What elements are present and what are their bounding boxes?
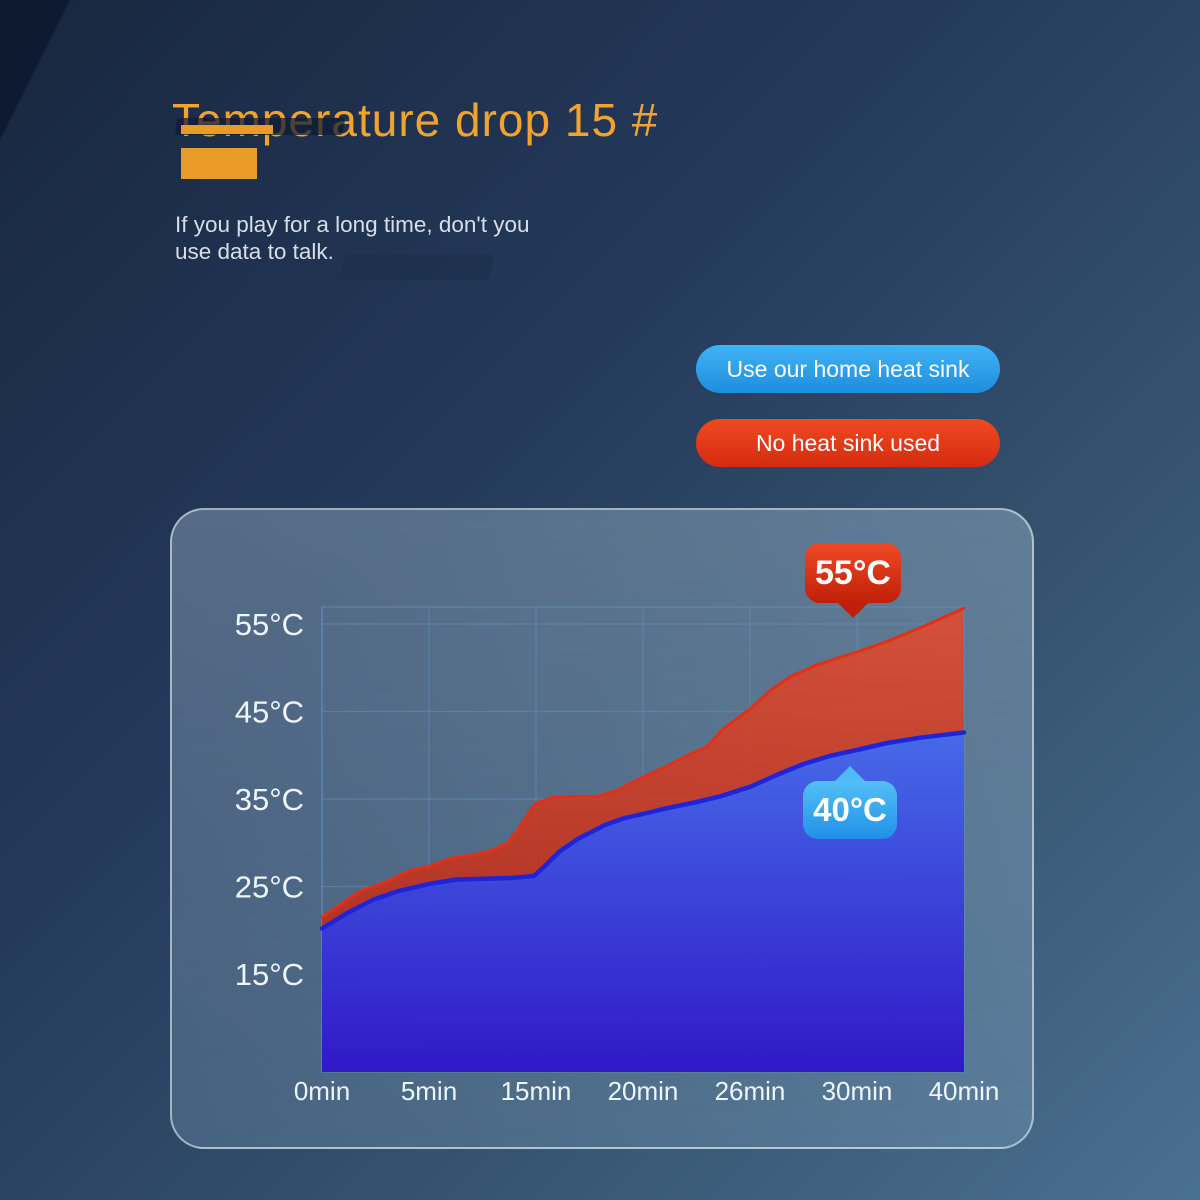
svg-text:55°C: 55°C — [235, 607, 304, 642]
subtitle-line-2: use data to talk. — [175, 238, 334, 264]
svg-text:20min: 20min — [608, 1076, 679, 1106]
svg-text:25°C: 25°C — [235, 870, 304, 905]
svg-text:45°C: 45°C — [235, 695, 304, 730]
svg-text:15°C: 15°C — [235, 957, 304, 992]
temperature-chart: 55°C 45°C 35°C 25°C 15°C 0min 5min 15min 20min 26… — [235, 606, 1000, 1106]
svg-text:30min: 30min — [822, 1076, 893, 1106]
svg-text:40min: 40min — [929, 1076, 1000, 1106]
title-underline-thin — [181, 125, 273, 134]
red-peak-callout: 55°C — [805, 543, 901, 603]
legend-red-no-heatsink-button[interactable]: No heat sink used — [696, 419, 1000, 467]
subtitle: If you play for a long time, don't you u… — [175, 212, 555, 265]
legend-red-label: No heat sink used — [755, 429, 941, 456]
subtitle-line-1: If you play for a long time, don't you — [175, 212, 530, 237]
svg-text:0min: 0min — [294, 1076, 350, 1106]
title-underline-thick — [181, 148, 257, 179]
blue-peak-value: 40°C — [813, 791, 887, 828]
corner-shade — [0, 0, 70, 140]
svg-text:35°C: 35°C — [235, 782, 304, 817]
svg-text:5min: 5min — [401, 1076, 457, 1106]
legend-blue-label: Use our home heat sink — [726, 355, 970, 382]
ink-smudge-faint — [339, 254, 495, 280]
svg-text:26min: 26min — [715, 1076, 786, 1106]
legend-blue-heatsink-button[interactable]: Use our home heat sink — [696, 345, 1000, 393]
blue-peak-callout: 40°C — [803, 781, 897, 839]
chart-panel: 55°C 45°C 35°C 25°C 15°C 0min 5min 15min 20min 26… — [170, 508, 1034, 1149]
svg-text:15min: 15min — [501, 1076, 572, 1106]
red-peak-value: 55°C — [815, 554, 891, 592]
